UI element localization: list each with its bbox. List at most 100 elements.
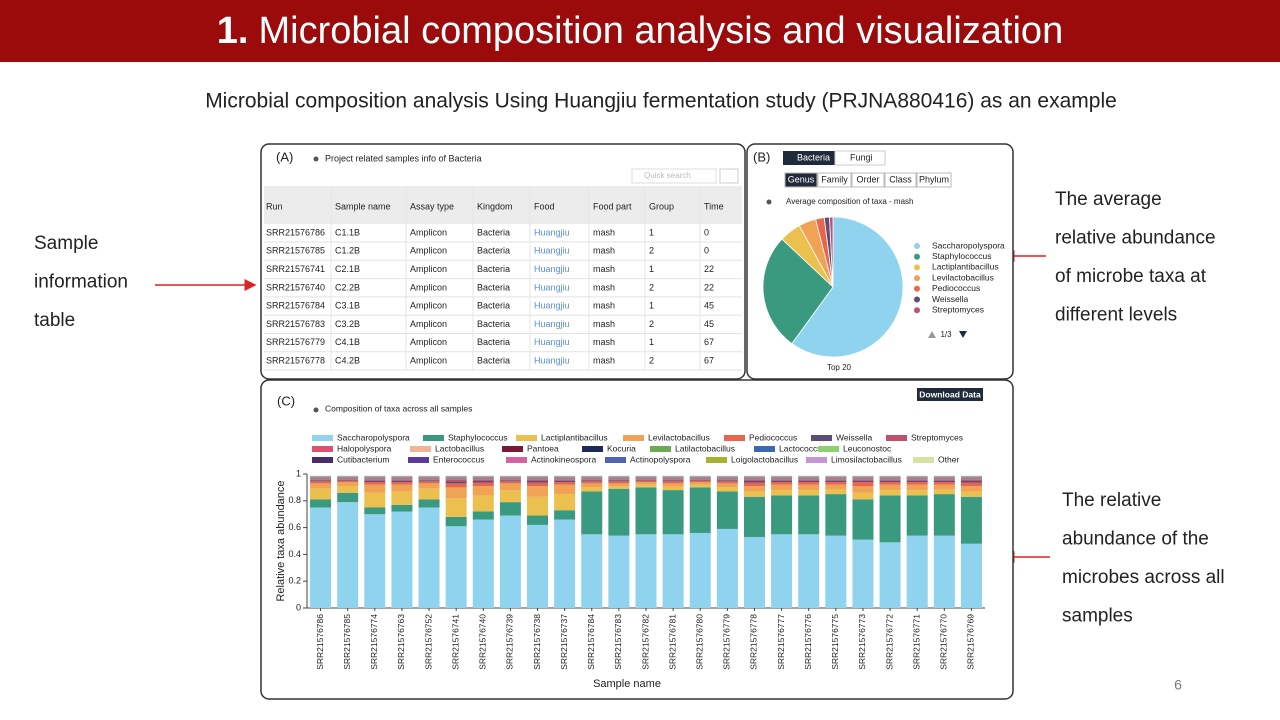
- legend-swatch: [811, 435, 832, 441]
- legend-label[interactable]: Halopolyspora: [337, 443, 392, 453]
- legend-label[interactable]: Lactococcus: [779, 443, 826, 453]
- legend-label[interactable]: Actinokineospora: [531, 454, 596, 464]
- legend-label[interactable]: Enterococcus: [433, 454, 485, 464]
- column-header[interactable]: Sample name: [335, 201, 391, 211]
- search-box[interactable]: [631, 168, 717, 184]
- table-cell: 0: [704, 246, 709, 256]
- level-label[interactable]: Class: [889, 174, 912, 184]
- legend-label[interactable]: Saccharopolyspora: [932, 240, 1005, 250]
- table-cell: Huangjiu: [534, 301, 570, 311]
- bar-segment: [527, 479, 549, 481]
- x-tick-label: SRR21576741: [450, 614, 460, 670]
- level-button[interactable]: [916, 172, 952, 188]
- bar-segment: [418, 483, 440, 489]
- legend-swatch: [706, 457, 727, 463]
- download-label[interactable]: Download Data: [919, 389, 981, 399]
- legend-label[interactable]: Streptomyces: [911, 432, 963, 442]
- legend-label[interactable]: Levilactobacillus: [648, 432, 710, 442]
- column-header[interactable]: Group: [649, 201, 674, 211]
- legend-label[interactable]: Pediococcus: [932, 283, 980, 293]
- bar-segment: [933, 484, 955, 490]
- legend-label[interactable]: Limosilactobacillus: [831, 454, 902, 464]
- level-button[interactable]: [851, 172, 885, 188]
- table-cell: Bacteria: [477, 337, 510, 347]
- table-cell: 22: [704, 282, 714, 292]
- panel-tag: (B): [753, 149, 770, 164]
- bar-segment: [933, 489, 955, 495]
- x-tick-label: SRR21576776: [803, 614, 813, 670]
- legend-label[interactable]: Loigolactobacillus: [731, 454, 798, 464]
- bar-segment: [391, 484, 413, 492]
- legend-label[interactable]: Saccharopolyspora: [337, 432, 410, 442]
- legend-label[interactable]: Latilactobacillus: [675, 443, 735, 453]
- legend-label[interactable]: Actinopolyspora: [630, 454, 691, 464]
- tab[interactable]: [834, 150, 886, 166]
- annotation: information: [34, 272, 128, 293]
- table-cell: Bacteria: [477, 301, 510, 311]
- level-label[interactable]: Phylum: [919, 174, 949, 184]
- bar-segment: [445, 479, 467, 482]
- legend-label[interactable]: Other: [938, 454, 959, 464]
- legend-label[interactable]: Leuconostoc: [843, 443, 892, 453]
- table-cell: Bacteria: [477, 227, 510, 237]
- legend-label[interactable]: Staphylococcus: [932, 251, 992, 261]
- table-cell: Amplicon: [410, 264, 447, 274]
- bar-segment: [689, 479, 711, 481]
- legend-label[interactable]: Weissella: [836, 432, 872, 442]
- download-button[interactable]: [917, 388, 983, 401]
- bar-segment: [554, 510, 576, 520]
- bar-segment: [364, 507, 386, 515]
- table-header-bg: [264, 186, 742, 224]
- view-toggle[interactable]: [719, 168, 739, 184]
- bar-segment: [933, 535, 955, 608]
- level-button[interactable]: [817, 172, 852, 188]
- bar-segment: [472, 480, 494, 483]
- tab-label[interactable]: Bacteria: [797, 152, 830, 162]
- bar-segment: [960, 486, 982, 492]
- table-cell: 2: [649, 246, 654, 256]
- bar-segment: [337, 482, 359, 487]
- bar-segment: [554, 480, 576, 483]
- legend-label[interactable]: Pantoea: [527, 443, 559, 453]
- level-label[interactable]: Family: [821, 174, 848, 184]
- pager-prev[interactable]: [928, 331, 936, 338]
- legend-label[interactable]: Lactobacillus: [435, 443, 484, 453]
- annotation: Sample: [34, 233, 98, 254]
- legend-label[interactable]: Kocuria: [607, 443, 636, 453]
- table-cell: 67: [704, 355, 714, 365]
- bar-segment: [418, 507, 440, 608]
- table-cell: C2.1B: [335, 264, 360, 274]
- legend-label[interactable]: Weissella: [932, 294, 968, 304]
- legend-swatch: [410, 446, 431, 452]
- bar-segment: [798, 482, 820, 485]
- column-header[interactable]: Time: [704, 201, 724, 211]
- tab-active[interactable]: [783, 151, 835, 165]
- legend-swatch: [914, 285, 920, 292]
- legend-label[interactable]: Levilactobacillus: [932, 272, 994, 282]
- bar-segment: [445, 498, 467, 517]
- column-header[interactable]: Assay type: [410, 201, 454, 211]
- legend-label[interactable]: Cutibacterium: [337, 454, 389, 464]
- tab-label[interactable]: Fungi: [850, 152, 873, 162]
- legend-label[interactable]: Lactiplantibacillus: [932, 262, 999, 272]
- legend-label[interactable]: Streptomyces: [932, 304, 984, 314]
- level-button[interactable]: [784, 172, 818, 188]
- level-button[interactable]: [884, 172, 917, 188]
- bar-segment: [337, 480, 359, 483]
- x-tick-label: SRR21576738: [532, 614, 542, 670]
- column-header[interactable]: Kingdom: [477, 201, 513, 211]
- column-header[interactable]: Food: [534, 201, 555, 211]
- level-label[interactable]: Genus: [788, 174, 815, 184]
- bar-segment: [527, 486, 549, 497]
- column-header[interactable]: Food part: [593, 201, 632, 211]
- legend-label[interactable]: Lactiplantibacillus: [541, 432, 608, 442]
- legend-label[interactable]: Pediococcus: [749, 432, 797, 442]
- pager-next[interactable]: [959, 331, 967, 338]
- level-label[interactable]: Order: [856, 174, 879, 184]
- column-header[interactable]: Run: [266, 201, 283, 211]
- bar-segment: [445, 526, 467, 608]
- bar-segment: [771, 480, 793, 483]
- legend-label[interactable]: Staphylococcus: [448, 432, 508, 442]
- x-tick-label: SRR21576786: [315, 614, 325, 670]
- table-cell: 2: [649, 282, 654, 292]
